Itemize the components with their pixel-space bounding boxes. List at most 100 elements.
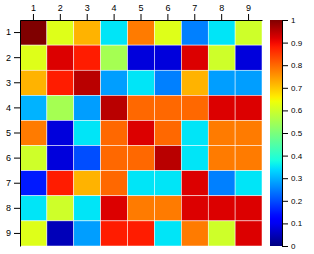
cell xyxy=(47,146,74,171)
cell xyxy=(101,45,128,70)
colorbar-tick-mark xyxy=(282,201,288,202)
colorbar-tick: 0.6 xyxy=(282,106,303,115)
y-tick-label: 5 xyxy=(6,128,11,138)
cell xyxy=(208,70,235,95)
cell xyxy=(154,120,181,145)
colorbar-tick-label: 1 xyxy=(291,16,296,25)
colorbar-axis-line xyxy=(283,21,289,247)
y-axis: 123456789 xyxy=(6,21,21,247)
cell xyxy=(181,120,208,145)
cell xyxy=(128,20,155,45)
colorbar-tick: 1 xyxy=(282,16,296,25)
cell xyxy=(128,171,155,196)
x-tick-label: 6 xyxy=(165,3,170,13)
y-tick-label: 6 xyxy=(6,153,11,163)
cell xyxy=(20,146,47,171)
cell xyxy=(74,45,101,70)
cell xyxy=(154,171,181,196)
colorbar-tick-mark xyxy=(282,178,288,179)
cell xyxy=(20,196,47,221)
x-tick-label: 4 xyxy=(112,3,117,13)
cell xyxy=(181,20,208,45)
y-tick-mark xyxy=(14,32,20,33)
y-tick: 2 xyxy=(6,53,20,63)
colorbar-tick: 0.1 xyxy=(282,219,303,228)
cell xyxy=(235,146,262,171)
cell xyxy=(74,120,101,145)
cell xyxy=(74,196,101,221)
cell xyxy=(101,171,128,196)
chart: 12345678912345678900.10.20.30.40.50.60.7… xyxy=(0,0,314,254)
cell xyxy=(101,20,128,45)
colorbar-tick: 0.5 xyxy=(282,129,303,138)
y-tick: 1 xyxy=(6,27,20,37)
cell xyxy=(47,221,74,246)
cell xyxy=(235,70,262,95)
cell xyxy=(74,95,101,120)
colorbar-tick-mark xyxy=(282,20,288,21)
colorbar-tick-mark xyxy=(282,88,288,89)
y-tick: 6 xyxy=(6,153,20,163)
colorbar-tick-mark xyxy=(282,156,288,157)
cell xyxy=(101,146,128,171)
y-tick-mark xyxy=(14,82,20,83)
x-tick-label: 3 xyxy=(85,3,90,13)
cell xyxy=(154,196,181,221)
colorbar-gradient xyxy=(270,20,282,246)
colorbar-tick-mark xyxy=(282,43,288,44)
colorbar-tick-mark xyxy=(282,110,288,111)
y-tick-mark xyxy=(14,158,20,159)
colorbar-tick: 0.8 xyxy=(282,61,303,70)
x-tick-label: 9 xyxy=(246,3,251,13)
cell xyxy=(154,45,181,70)
x-tick-label: 1 xyxy=(31,3,36,13)
y-axis-line xyxy=(20,21,21,247)
x-tick-mark xyxy=(141,14,142,20)
x-tick: 1 xyxy=(31,3,36,20)
cell xyxy=(235,196,262,221)
cell xyxy=(208,146,235,171)
x-tick: 2 xyxy=(58,3,63,20)
cell xyxy=(235,120,262,145)
x-tick-mark xyxy=(221,14,222,20)
colorbar-tick-label: 0.7 xyxy=(291,84,303,93)
colorbar-tick-mark xyxy=(282,65,288,66)
x-tick-mark xyxy=(33,14,34,20)
x-tick-label: 7 xyxy=(192,3,197,13)
x-tick-mark xyxy=(248,14,249,20)
cell xyxy=(235,20,262,45)
cell xyxy=(181,171,208,196)
y-tick: 8 xyxy=(6,203,20,213)
cell xyxy=(128,221,155,246)
colorbar-axis: 00.10.20.30.40.50.60.70.80.91 xyxy=(282,16,303,251)
colorbar-tick-label: 0.6 xyxy=(291,106,303,115)
x-tick-mark xyxy=(114,14,115,20)
colorbar-tick-mark xyxy=(282,133,288,134)
cell xyxy=(235,95,262,120)
cell xyxy=(47,20,74,45)
cell xyxy=(74,20,101,45)
cell xyxy=(20,120,47,145)
x-tick: 9 xyxy=(246,3,251,20)
colorbar-tick-label: 0.4 xyxy=(291,152,303,161)
colorbar: 00.10.20.30.40.50.60.70.80.91 xyxy=(270,16,303,251)
plot: 12345678912345678900.10.20.30.40.50.60.7… xyxy=(6,3,303,251)
cell xyxy=(181,196,208,221)
colorbar-tick-label: 0.5 xyxy=(291,129,303,138)
x-tick: 7 xyxy=(192,3,197,20)
y-tick-label: 1 xyxy=(6,27,11,37)
y-tick-label: 9 xyxy=(6,228,11,238)
y-tick-mark xyxy=(14,133,20,134)
cell xyxy=(208,20,235,45)
cell xyxy=(101,70,128,95)
cell xyxy=(128,45,155,70)
y-tick: 4 xyxy=(6,103,20,113)
cell xyxy=(154,95,181,120)
cell xyxy=(208,196,235,221)
cell xyxy=(181,221,208,246)
cell xyxy=(208,45,235,70)
cell xyxy=(208,221,235,246)
y-tick-mark xyxy=(14,107,20,108)
cell xyxy=(128,146,155,171)
x-tick: 8 xyxy=(219,3,224,20)
